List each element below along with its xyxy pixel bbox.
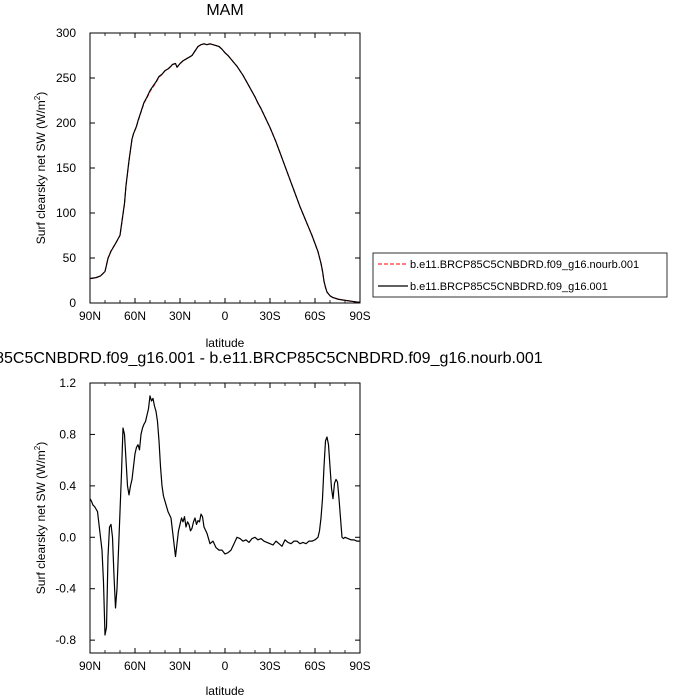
legend-label-nourb: b.e11.BRCP85C5CNBDRD.f09_g16.nourb.001 xyxy=(410,259,639,271)
top-y-axis: 0 50 100 150 200 250 300 xyxy=(56,26,360,310)
bottom-y-tick-label: -0.8 xyxy=(55,633,76,647)
bottom-x-axis-label: latitude xyxy=(206,684,245,698)
bottom-y-tick-label: -0.4 xyxy=(55,582,76,596)
top-x-tick-label: 30S xyxy=(259,309,280,323)
bottom-y-tick-label: 0.4 xyxy=(59,479,76,493)
bottom-y-tick-label: 0.0 xyxy=(59,530,76,544)
top-series-line xyxy=(89,43,360,303)
top-x-tick-label: 60S xyxy=(304,309,325,323)
top-y-tick-label: 300 xyxy=(56,26,76,40)
bottom-series-line xyxy=(89,395,360,636)
top-y-axis-label: Surf clearsky net SW (W/m2) xyxy=(33,92,48,244)
top-x-axis: 90N 60N 30N 0 30S 60S 90S xyxy=(79,33,371,323)
bottom-y-tick-label: 0.8 xyxy=(59,427,76,441)
top-series-lines xyxy=(89,43,360,303)
bottom-y-axis: -0.8 -0.4 0.0 0.4 0.8 1.2 xyxy=(55,376,360,647)
top-x-tick-label: 30N xyxy=(169,309,191,323)
bottom-x-tick-label: 60N xyxy=(124,659,146,673)
top-series-line xyxy=(89,43,360,303)
top-y-tick-label: 250 xyxy=(56,71,76,85)
top-y-tick-label: 200 xyxy=(56,116,76,130)
top-plot-frame xyxy=(89,32,361,304)
bottom-x-tick-label: 90S xyxy=(349,659,370,673)
legend-label-base: b.e11.BRCP85C5CNBDRD.f09_g16.001 xyxy=(410,281,608,293)
top-x-axis-label: latitude xyxy=(206,336,245,350)
top-x-tick-label: 90S xyxy=(349,309,370,323)
bottom-series-lines xyxy=(89,395,360,636)
bottom-x-tick-label: 0 xyxy=(222,659,229,673)
bottom-y-tick-label: 1.2 xyxy=(59,376,76,390)
bottom-x-tick-label: 60S xyxy=(304,659,325,673)
top-x-tick-label: 60N xyxy=(124,309,146,323)
bottom-x-axis: 90N 60N 30N 0 30S 60S 90S xyxy=(79,383,371,673)
bottom-x-tick-label: 90N xyxy=(79,659,101,673)
bottom-x-tick-label: 30S xyxy=(259,659,280,673)
legend: b.e11.BRCP85C5CNBDRD.f09_g16.nourb.001 b… xyxy=(372,252,668,298)
top-y-tick-label: 50 xyxy=(63,251,77,265)
top-y-tick-label: 0 xyxy=(69,296,76,310)
bottom-panel: b.e11.BRCP85C5CNBDRD.f09_g16.001 - b.e11… xyxy=(0,350,543,698)
bottom-title: b.e11.BRCP85C5CNBDRD.f09_g16.001 - b.e11… xyxy=(0,350,543,367)
top-y-tick-label: 100 xyxy=(56,206,76,220)
top-title: MAM xyxy=(206,2,243,19)
top-x-tick-label: 0 xyxy=(222,309,229,323)
bottom-y-axis-label: Surf clearsky net SW (W/m2) xyxy=(33,442,48,594)
top-y-tick-label: 150 xyxy=(56,161,76,175)
legend-box xyxy=(372,252,668,298)
bottom-x-tick-label: 30N xyxy=(169,659,191,673)
top-x-tick-label: 90N xyxy=(79,309,101,323)
bottom-plot-frame xyxy=(89,382,361,654)
